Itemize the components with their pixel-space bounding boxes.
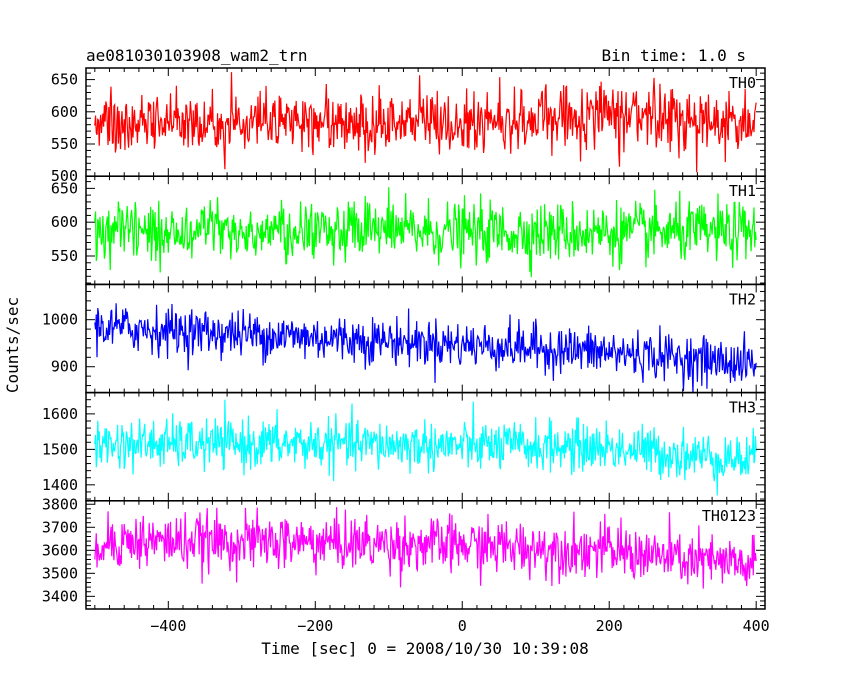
chart-title: ae081030103908_wam2_trn <box>86 46 308 65</box>
series-line-th2 <box>94 303 757 393</box>
bin-time-label: Bin time: 1.0 s <box>602 46 747 65</box>
y-tick-label: 1600 <box>42 405 78 423</box>
panel-label-th1: TH1 <box>729 182 756 200</box>
x-axis-label: Time [sec] 0 = 2008/10/30 10:39:08 <box>261 639 589 658</box>
y-tick-label: 900 <box>51 358 78 376</box>
y-tick-label: 550 <box>51 247 78 265</box>
panel-label-th0: TH0 <box>729 74 756 92</box>
x-tick-label: −200 <box>297 617 333 635</box>
y-tick-label: 550 <box>51 135 78 153</box>
x-tick-label: 0 <box>458 617 467 635</box>
panel-label-th0123: TH0123 <box>702 507 756 525</box>
x-tick-label: 200 <box>596 617 623 635</box>
series-line-th1 <box>94 187 757 278</box>
series-line-th3 <box>94 399 757 496</box>
y-tick-label: 3700 <box>42 518 78 536</box>
y-tick-label: 600 <box>51 103 78 121</box>
panel-label-th2: TH2 <box>729 290 756 308</box>
y-tick-label: 3400 <box>42 587 78 605</box>
panel-label-th3: TH3 <box>729 399 756 417</box>
y-axis-label: Counts/sec <box>3 297 22 393</box>
panels: TH0 500 550 600 650 TH1 550 600 650 TH2 900 1000 TH3… <box>42 67 770 635</box>
series-line-th0123 <box>94 507 757 589</box>
y-tick-label: 500 <box>51 167 78 185</box>
y-tick-label: 3600 <box>42 541 78 559</box>
y-tick-label: 1000 <box>42 311 78 329</box>
y-tick-label: 600 <box>51 213 78 231</box>
x-tick-label: 400 <box>743 617 770 635</box>
x-tick-label: −400 <box>150 617 186 635</box>
y-tick-label: 3800 <box>42 495 78 513</box>
y-tick-label: 1500 <box>42 440 78 458</box>
y-tick-label: 1400 <box>42 476 78 494</box>
y-tick-label: 650 <box>51 179 78 197</box>
y-tick-label: 650 <box>51 71 78 89</box>
y-tick-label: 3500 <box>42 564 78 582</box>
series-line-th0 <box>94 72 757 173</box>
